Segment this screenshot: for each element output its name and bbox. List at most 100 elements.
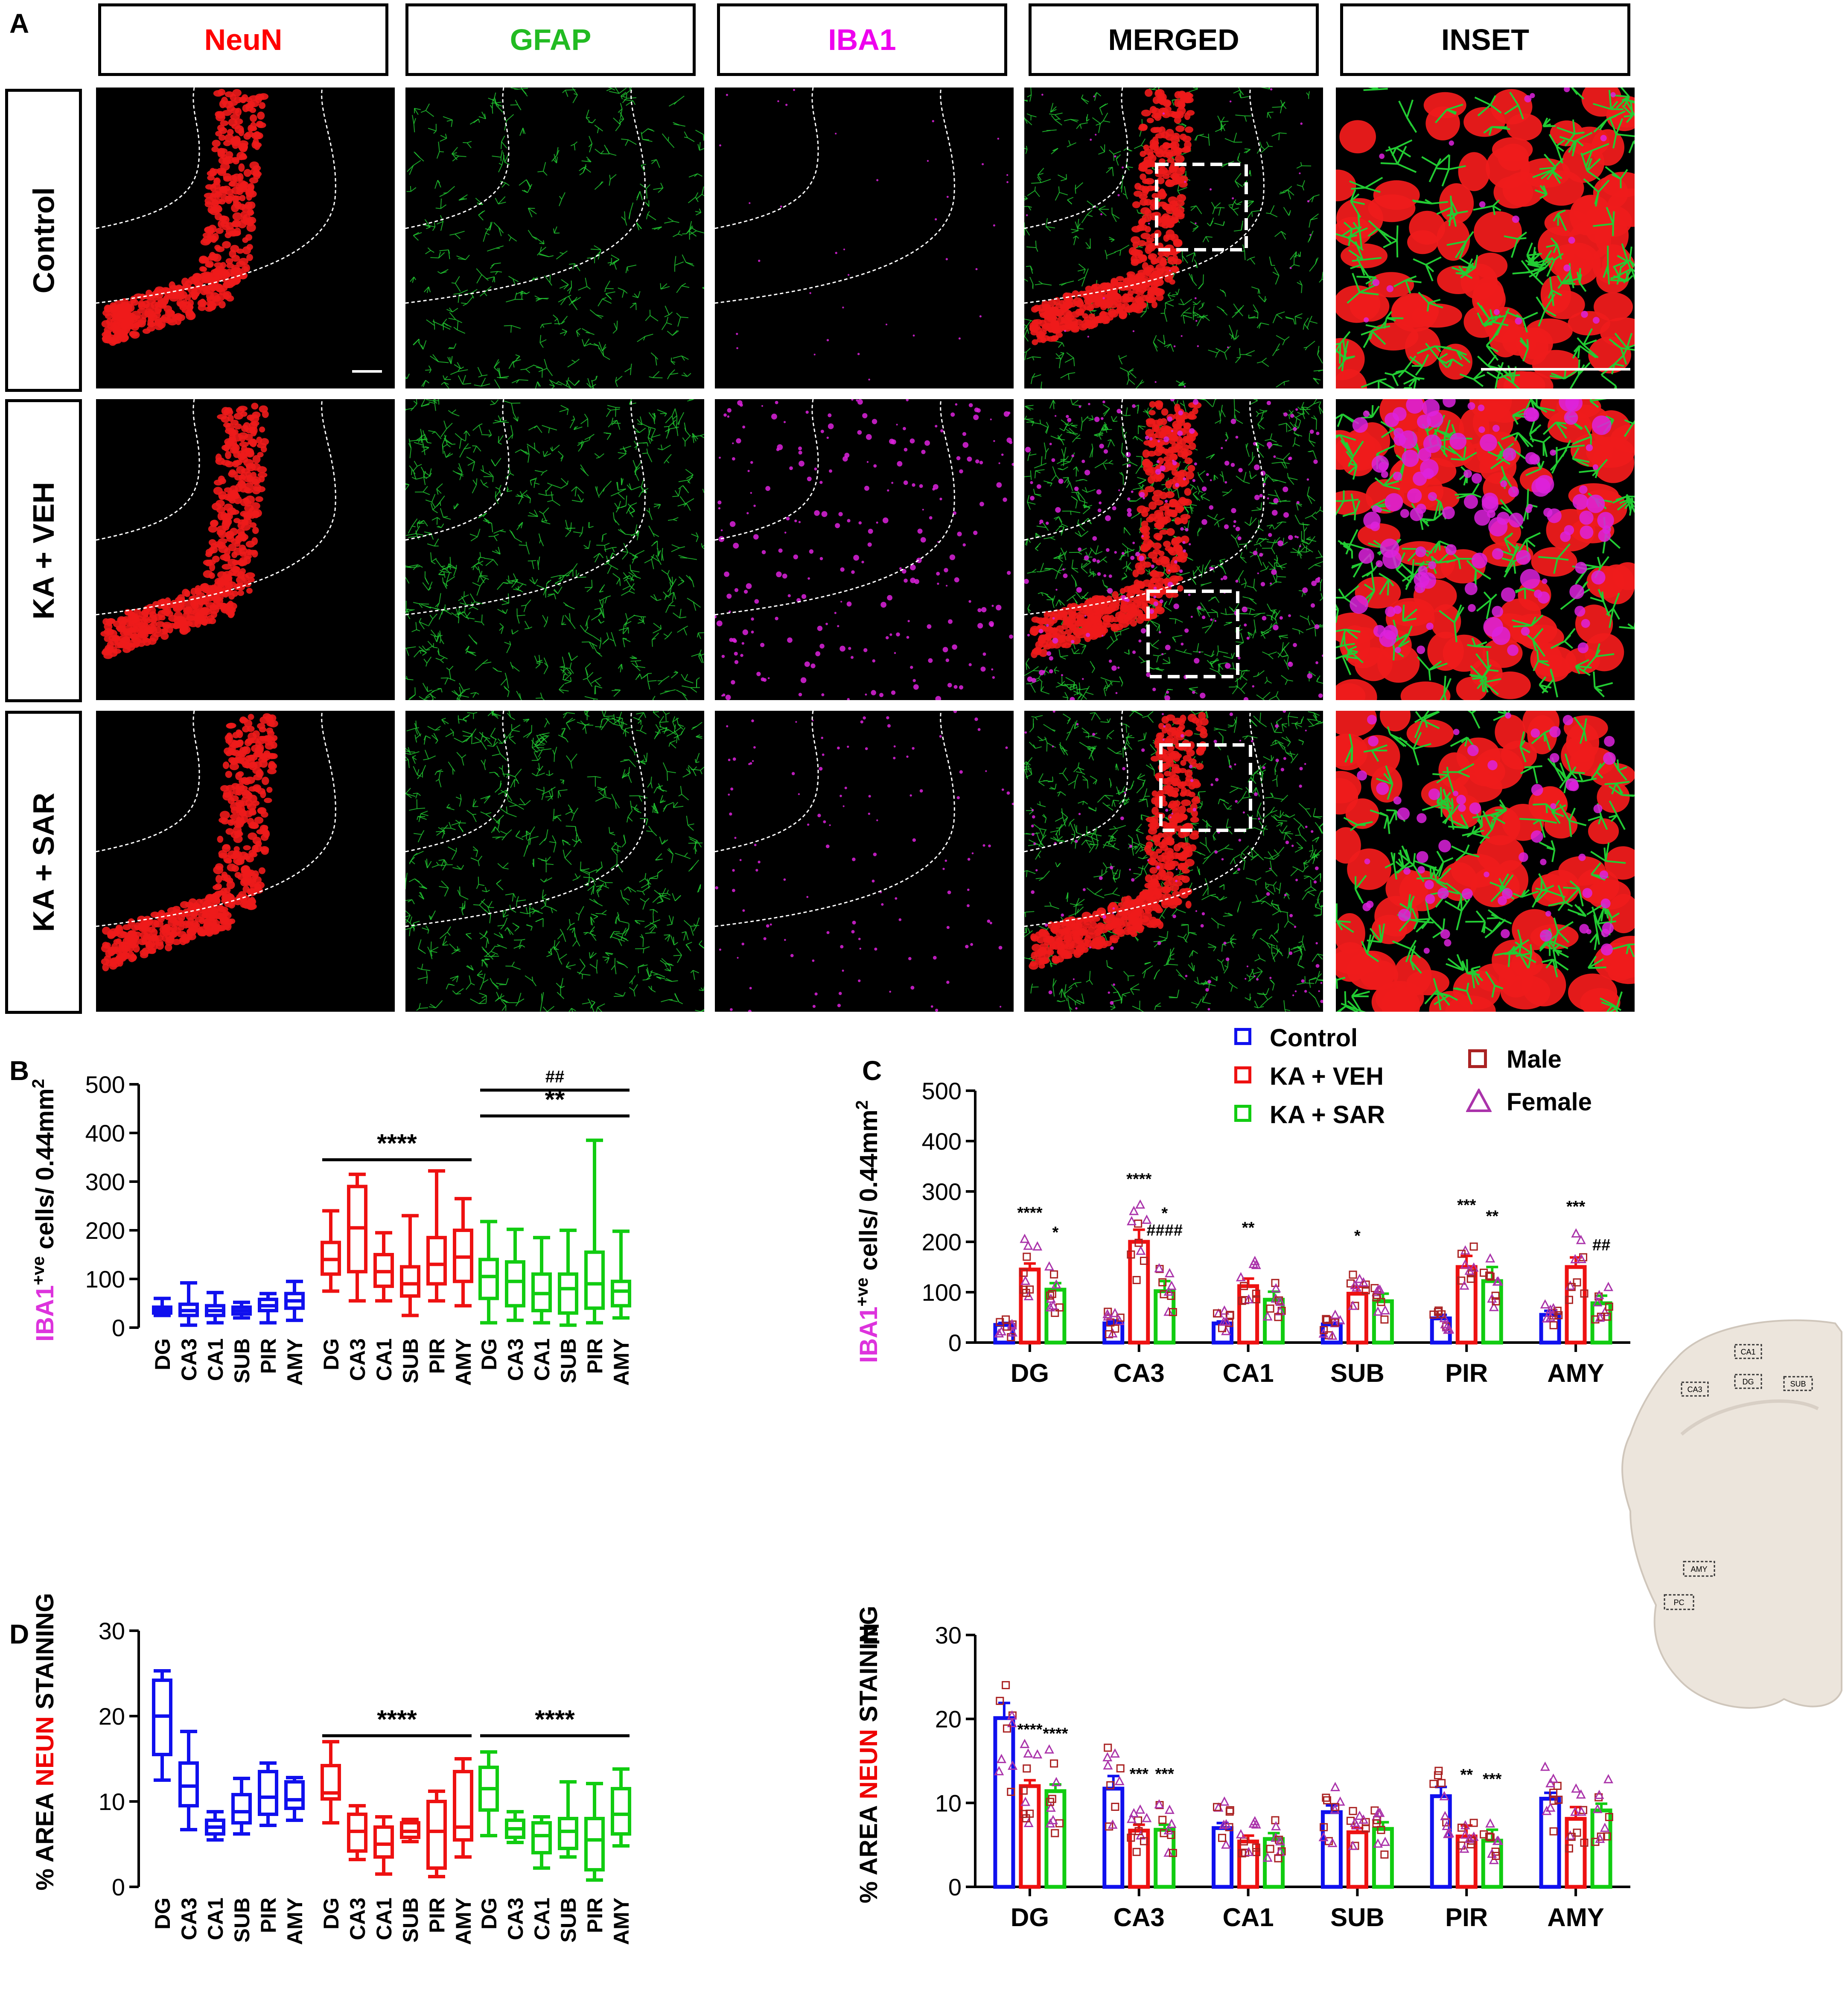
point-male (1140, 1256, 1148, 1265)
micrograph-tile (1024, 88, 1323, 388)
point-male (1160, 1290, 1168, 1299)
point-female (1327, 1838, 1338, 1847)
point-female (1218, 1819, 1229, 1829)
x-tick-label: DG (1011, 1359, 1049, 1387)
point-female (1142, 1215, 1152, 1224)
point-male (1252, 1290, 1260, 1298)
point-female (1248, 1258, 1259, 1268)
point-male (1266, 1845, 1274, 1853)
point-male (1104, 1743, 1112, 1752)
micrograph-tile (715, 711, 1014, 1012)
legend-item-male: Male (1464, 1042, 1643, 1076)
legend-label-control: Control (1270, 1024, 1358, 1052)
point-male (1127, 1833, 1135, 1842)
point-female (994, 1328, 1004, 1337)
point-male (1361, 1286, 1370, 1294)
point-female (1330, 1309, 1340, 1319)
legend-swatch-ka-sar (1234, 1105, 1251, 1122)
point-male (1591, 1315, 1600, 1324)
point-female (1540, 1299, 1550, 1309)
brain-hippocampus-outline (1680, 1399, 1819, 1436)
point-female (1327, 1330, 1338, 1340)
region-box-pc (1664, 1594, 1694, 1610)
point-female (1051, 1777, 1061, 1787)
x-tick-label: SUB (1330, 1903, 1385, 1932)
point-male (1372, 1819, 1381, 1828)
point-male (1434, 1771, 1442, 1780)
x-tick-label: PIR (257, 1338, 280, 1374)
point-male (1349, 1270, 1357, 1279)
point-female (1570, 1807, 1580, 1816)
column-header-merged: MERGED (1029, 3, 1319, 76)
point-male (1380, 1850, 1389, 1859)
point-male (1480, 1268, 1488, 1277)
point-female (1460, 1259, 1470, 1269)
point-female (1358, 1814, 1369, 1824)
point-female (1110, 1748, 1120, 1758)
point-female (1460, 1829, 1470, 1839)
point-female (1485, 1253, 1495, 1263)
point-female (1020, 1796, 1031, 1806)
point-male (1105, 1822, 1113, 1831)
y-tick-label: 500 (85, 1071, 125, 1098)
micrograph-tile (96, 711, 395, 1012)
point-female (1469, 1831, 1479, 1841)
x-tick-label: AMY (452, 1898, 475, 1945)
point-female (1318, 1832, 1329, 1842)
region-label-amy: AMY (1691, 1565, 1707, 1574)
point-male (1457, 1276, 1466, 1285)
point-female (1046, 1802, 1056, 1812)
point-female (1102, 1309, 1113, 1319)
point-female (1044, 1744, 1054, 1754)
point-female (1271, 1283, 1281, 1293)
point-male (1549, 1789, 1558, 1797)
point-male (1580, 1839, 1589, 1847)
y-tick-label: 500 (922, 1077, 962, 1104)
y-tick-label: 30 (935, 1622, 962, 1649)
x-tick-label: PIR (425, 1338, 449, 1374)
point-male (1134, 1238, 1143, 1247)
point-female (1570, 1254, 1580, 1264)
bar (1237, 1284, 1259, 1345)
x-tick-label: CA1 (530, 1338, 554, 1381)
box-iqr (611, 1787, 631, 1836)
point-female (1592, 1297, 1603, 1307)
significance-label: **** (377, 1129, 417, 1158)
point-female (1330, 1318, 1340, 1328)
point-male (1469, 1242, 1478, 1251)
point-male (1226, 1311, 1234, 1319)
box-iqr (558, 1272, 578, 1315)
point-female (1271, 1821, 1281, 1831)
box-iqr (284, 1780, 305, 1810)
point-female (1007, 1718, 1017, 1728)
y-tick-label: 0 (948, 1874, 962, 1901)
point-male (1605, 1302, 1613, 1311)
point-female (1136, 1245, 1146, 1255)
point-male (1111, 1324, 1119, 1333)
y-tick-label: 20 (99, 1703, 125, 1730)
bar (1346, 1830, 1368, 1889)
point-male (1002, 1681, 1010, 1689)
column-header-gfap: GFAP (405, 3, 696, 76)
x-tick-label: PIR (425, 1898, 449, 1933)
point-male (1565, 1844, 1573, 1853)
point-male (1134, 1827, 1143, 1836)
micrograph-tile (96, 399, 395, 700)
point-female (1571, 1228, 1581, 1238)
x-tick-label: SUB (557, 1898, 580, 1943)
x-tick-label: AMY (609, 1338, 633, 1386)
point-female (1592, 1804, 1603, 1813)
micrograph-tile (96, 88, 395, 388)
point-male (1116, 1764, 1125, 1772)
point-male (1106, 1318, 1115, 1327)
point-male (1048, 1795, 1056, 1803)
point-male (1275, 1836, 1283, 1844)
point-male (1106, 1781, 1115, 1790)
micrograph-tile (1336, 399, 1635, 700)
point-female (1348, 1840, 1358, 1850)
significance-label: ## (545, 1068, 565, 1086)
x-tick-label: PIR (583, 1338, 607, 1374)
point-female (1135, 1804, 1146, 1814)
